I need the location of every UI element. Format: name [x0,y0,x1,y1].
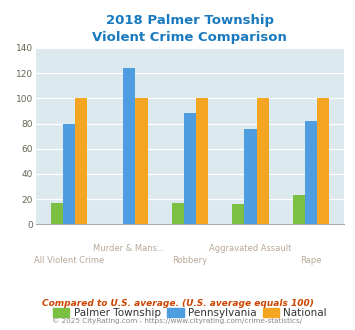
Bar [123,68,135,224]
Text: Rape: Rape [300,256,322,265]
Bar [232,204,245,224]
Title: 2018 Palmer Township
Violent Crime Comparison: 2018 Palmer Township Violent Crime Compa… [93,14,287,44]
Bar [184,114,196,224]
Bar [63,123,75,224]
Bar [51,203,63,224]
Bar [172,203,184,224]
Text: All Violent Crime: All Violent Crime [34,256,104,265]
Bar [293,195,305,224]
Bar [196,98,208,224]
Bar [75,98,87,224]
Legend: Palmer Township, Pennsylvania, National: Palmer Township, Pennsylvania, National [49,304,331,322]
Text: Compared to U.S. average. (U.S. average equals 100): Compared to U.S. average. (U.S. average … [42,299,313,308]
Text: Murder & Mans...: Murder & Mans... [93,244,165,253]
Bar [317,98,329,224]
Text: Robbery: Robbery [173,256,207,265]
Bar [257,98,269,224]
Bar [245,129,257,224]
Text: Aggravated Assault: Aggravated Assault [209,244,292,253]
Bar [135,98,148,224]
Text: © 2025 CityRating.com - https://www.cityrating.com/crime-statistics/: © 2025 CityRating.com - https://www.city… [53,318,302,324]
Bar [305,121,317,224]
